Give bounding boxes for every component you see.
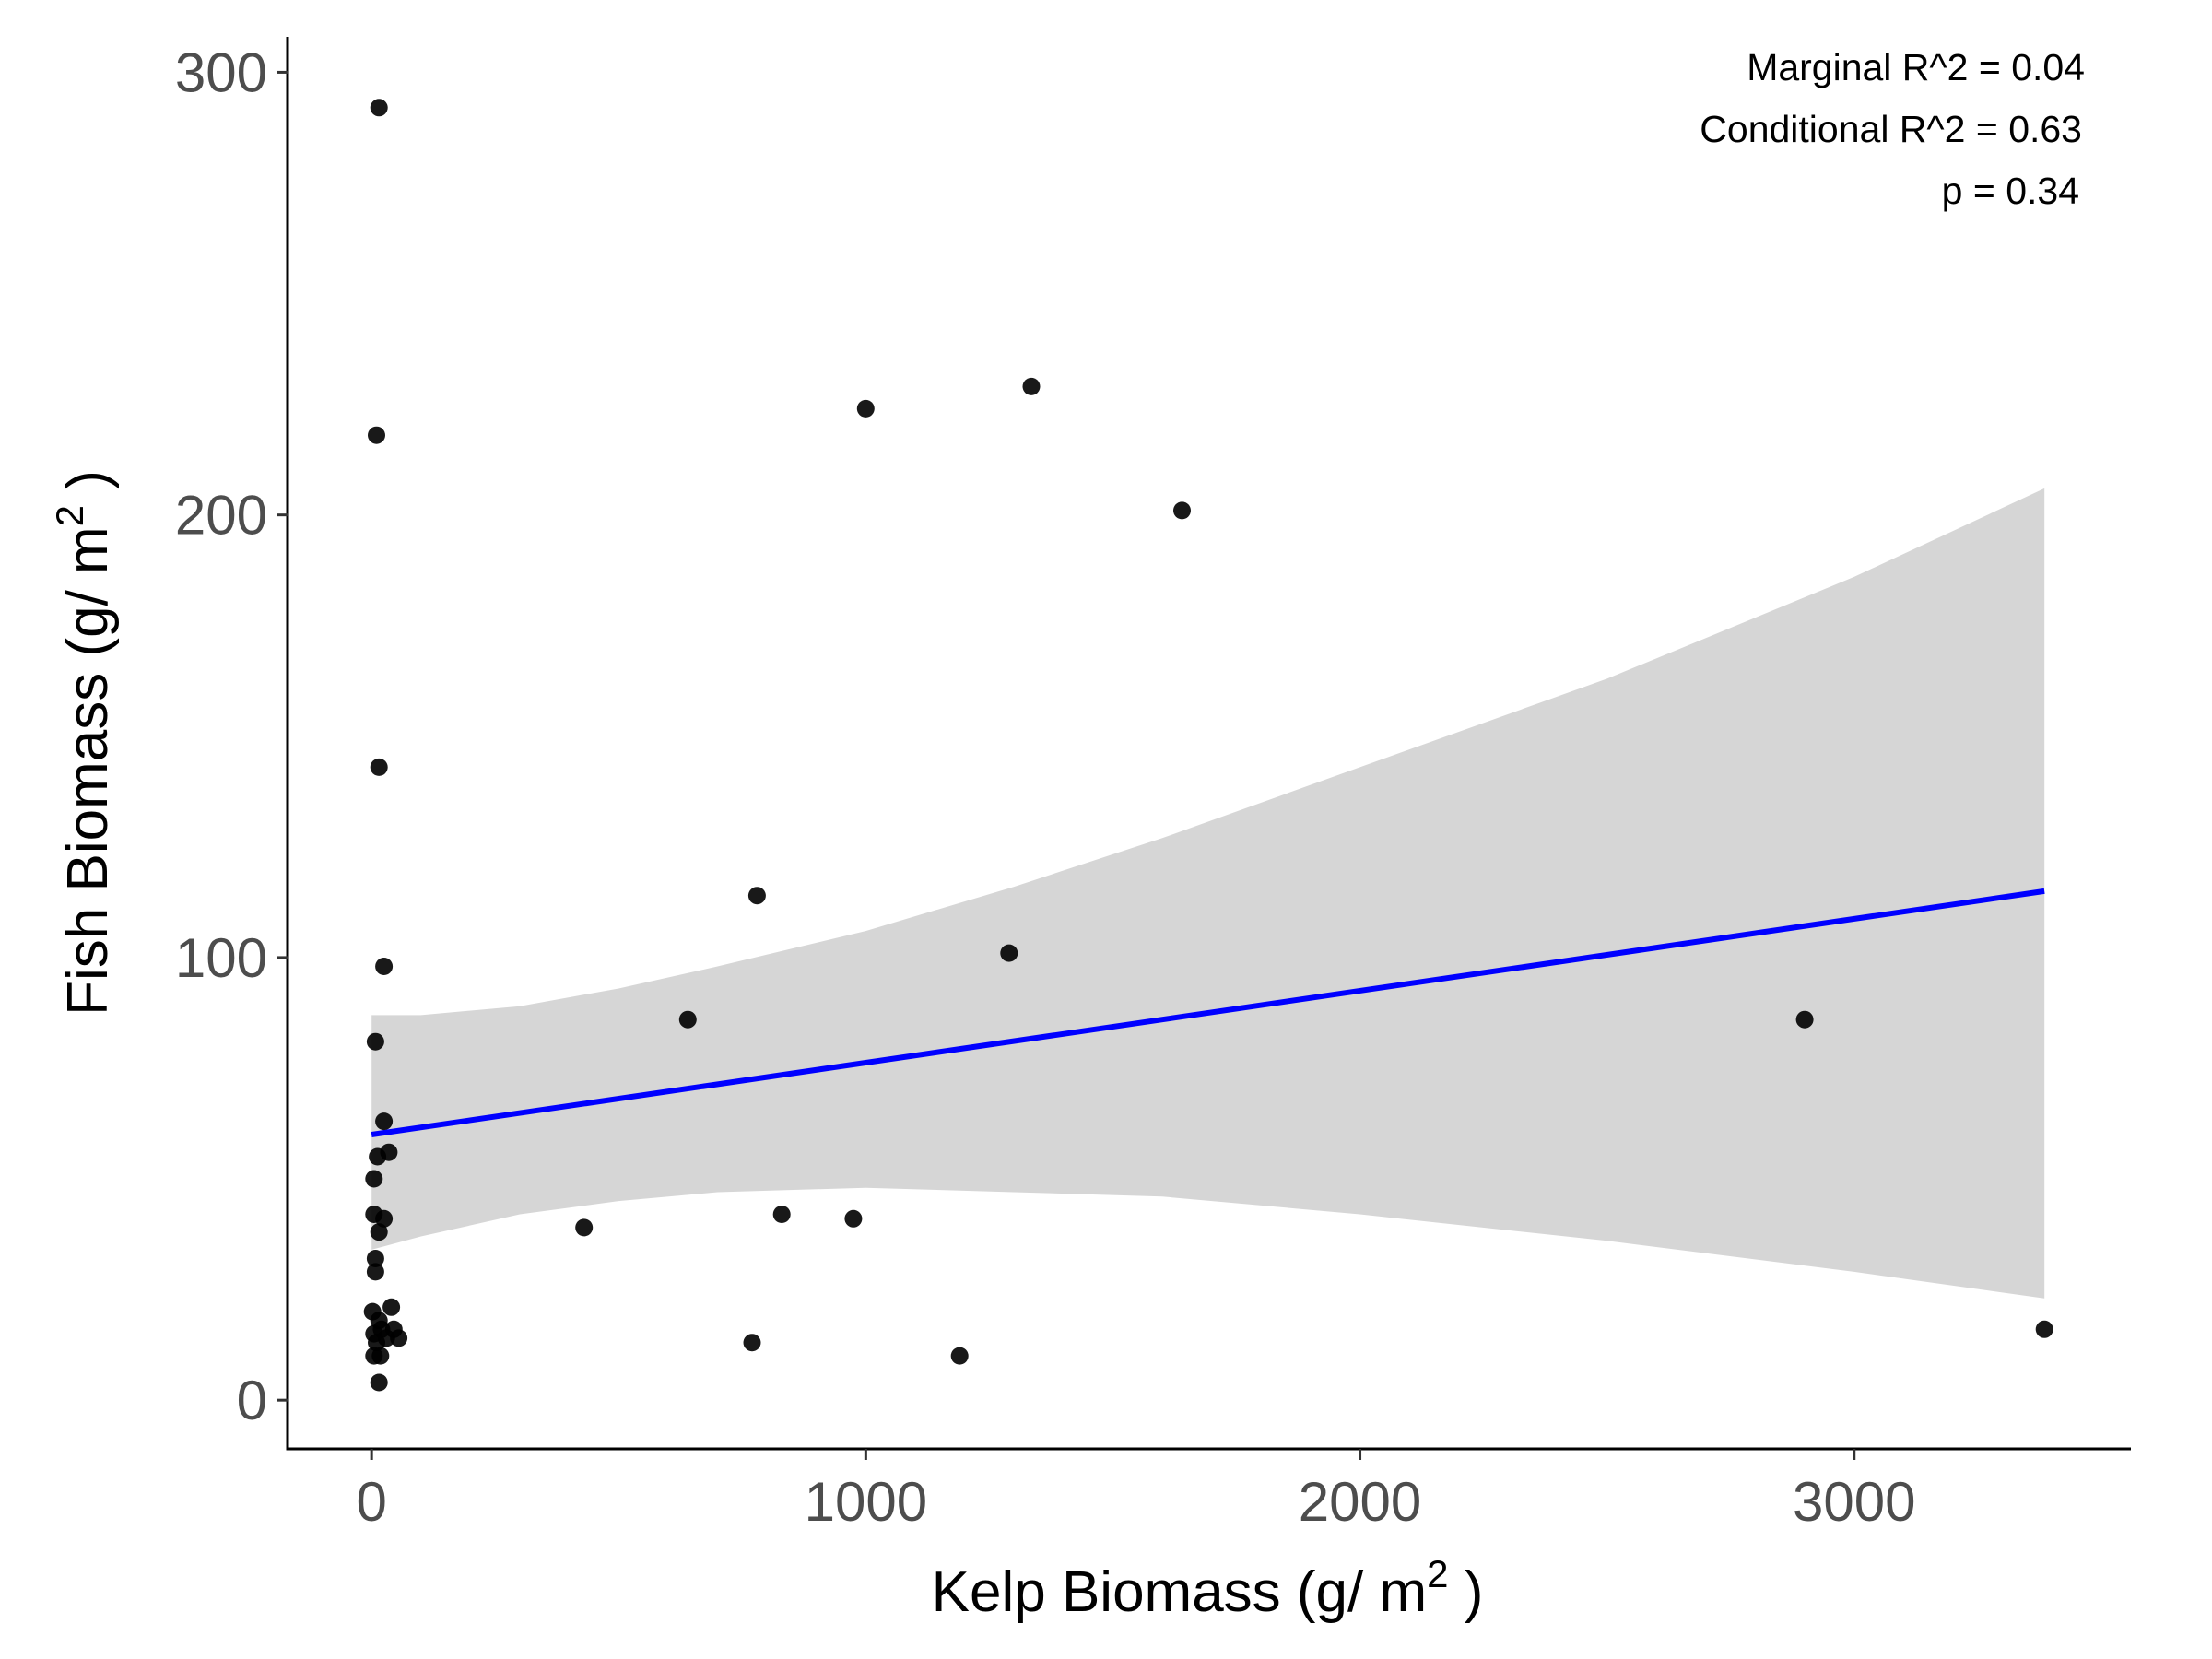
data-point-37 (1795, 1010, 1814, 1029)
annotation-conditional-r2: Conditional R^2 = 0.63 (1700, 108, 2082, 150)
data-point-34 (1000, 944, 1018, 962)
text-layer: Kelp Biomass (g/ m2 ) Fish Biomass (g/ m… (48, 41, 2085, 1624)
y-axis-title-main: Fish Biomass (g/ m (56, 526, 120, 1016)
data-point-12 (366, 1250, 384, 1267)
data-point-3 (375, 958, 394, 975)
regression-line (371, 888, 2045, 1137)
fit-line-layer (371, 888, 2045, 1137)
axes-layer (276, 37, 2131, 1460)
y-axis-title-tail: ) (56, 470, 120, 505)
annotation-marginal-r2: Marginal R^2 = 0.04 (1747, 46, 2085, 88)
confidence-band-layer (371, 488, 2045, 1299)
y-axis-title: Fish Biomass (g/ m2 ) (48, 470, 120, 1016)
data-point-11 (370, 1223, 388, 1241)
data-point-10 (375, 1209, 394, 1228)
x-tick-label-0: 0 (356, 1471, 386, 1533)
data-point-24 (371, 1347, 390, 1365)
data-point-2 (370, 758, 388, 776)
x-axis-title-superscript: 2 (1427, 1552, 1448, 1595)
data-point-1 (368, 426, 385, 444)
data-point-14 (382, 1298, 401, 1316)
data-point-26 (575, 1218, 594, 1237)
x-axis-title-tail: ) (1449, 1560, 1484, 1624)
y-tick-label-2: 200 (175, 485, 267, 547)
data-point-28 (747, 887, 766, 905)
annotation-p-value: p = 0.34 (1942, 170, 2079, 212)
data-point-25 (370, 1373, 388, 1392)
x-tick-label-3: 3000 (1793, 1471, 1915, 1533)
data-point-13 (366, 1263, 384, 1281)
data-point-22 (368, 1334, 385, 1352)
confidence-band (371, 488, 2045, 1299)
data-point-8 (365, 1170, 383, 1188)
data-point-20 (390, 1329, 408, 1347)
data-point-36 (1173, 501, 1191, 520)
data-point-38 (2035, 1320, 2053, 1338)
x-axis-title: Kelp Biomass (g/ m2 ) (932, 1552, 1484, 1624)
data-point-27 (678, 1010, 697, 1029)
data-point-4 (366, 1032, 384, 1051)
data-point-5 (375, 1112, 394, 1131)
data-point-29 (743, 1334, 761, 1352)
x-tick-label-1: 1000 (805, 1471, 927, 1533)
y-tick-label-1: 100 (175, 927, 267, 989)
data-points-layer (363, 99, 2053, 1392)
data-point-7 (369, 1147, 387, 1166)
y-axis-title-superscript: 2 (48, 505, 91, 526)
x-tick-label-2: 2000 (1299, 1471, 1421, 1533)
data-point-0 (370, 99, 388, 117)
data-point-31 (844, 1209, 863, 1228)
data-point-33 (950, 1347, 969, 1365)
data-point-30 (772, 1206, 791, 1223)
data-point-35 (1022, 377, 1041, 395)
y-tick-label-0: 0 (237, 1370, 267, 1431)
y-tick-label-3: 300 (175, 41, 267, 103)
x-axis-title-main: Kelp Biomass (g/ m (932, 1560, 1428, 1624)
data-point-32 (856, 399, 875, 418)
